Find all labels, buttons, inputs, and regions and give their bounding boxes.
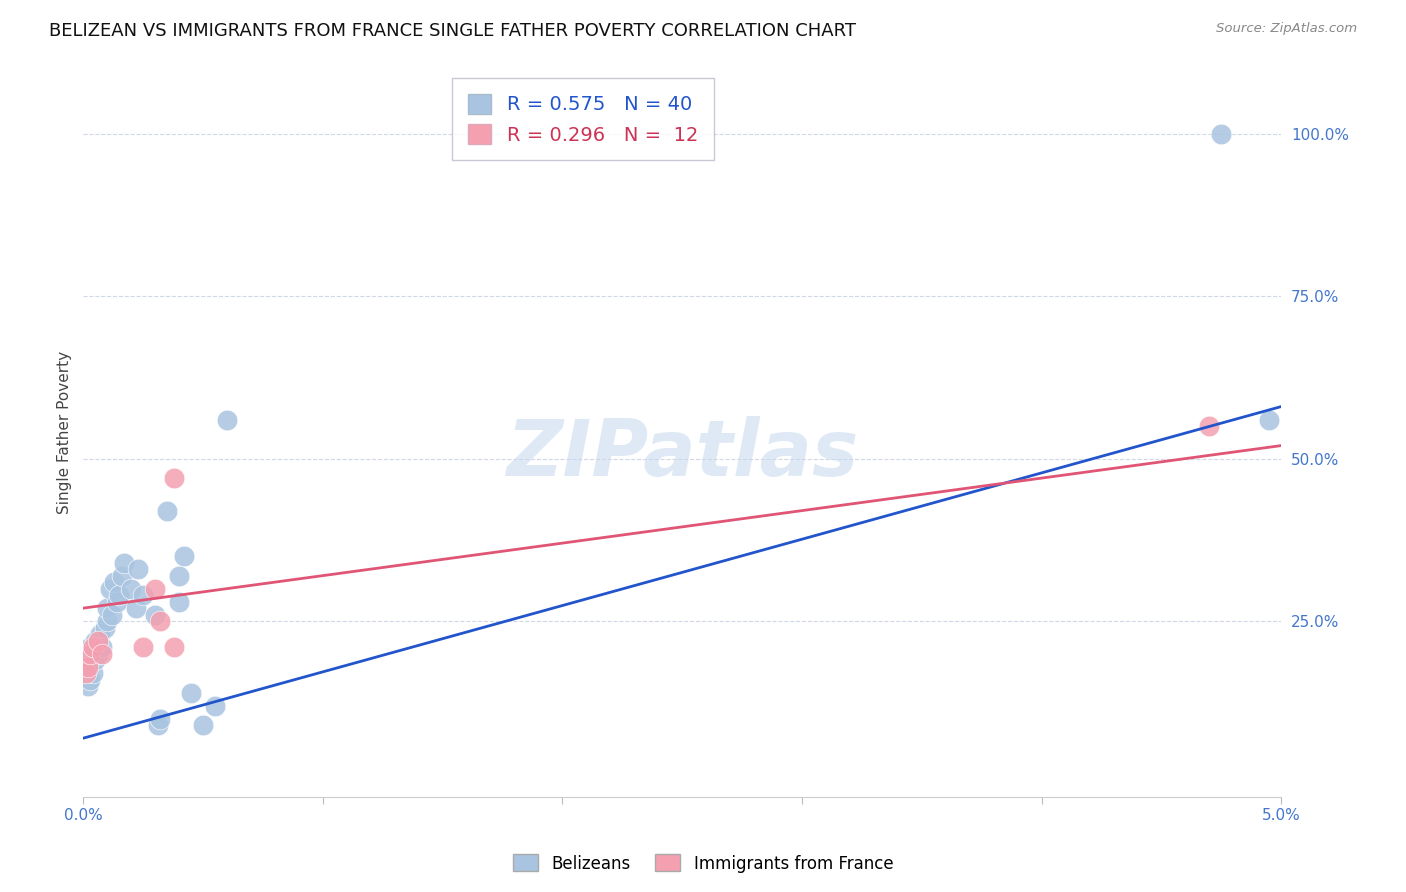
Point: [101, 607, 124, 622]
Text: ZIPatlas: ZIPatlas: [506, 417, 858, 492]
Text: Source: ZipAtlas.com: Source: ZipAtlas.com: [1216, 22, 1357, 36]
Point: [98, 582, 121, 596]
Point: [1198, 419, 1220, 434]
Legend: R = 0.575   N = 40, R = 0.296   N =  12: R = 0.575 N = 40, R = 0.296 N = 12: [453, 78, 714, 161]
Text: BELIZEAN VS IMMIGRANTS FROM FRANCE SINGLE FATHER POVERTY CORRELATION CHART: BELIZEAN VS IMMIGRANTS FROM FRANCE SINGL…: [49, 22, 856, 40]
Point: [125, 601, 148, 615]
Point: [91, 647, 114, 661]
Point: [77, 659, 100, 673]
Point: [167, 594, 190, 608]
Point: [204, 698, 226, 713]
Point: [149, 712, 172, 726]
Point: [79, 673, 101, 687]
Point: [167, 568, 190, 582]
Point: [127, 562, 149, 576]
Point: [89, 627, 111, 641]
Point: [163, 471, 186, 485]
Point: [75, 653, 97, 667]
Point: [1211, 127, 1233, 141]
Point: [86, 647, 108, 661]
Point: [94, 621, 117, 635]
Point: [75, 666, 97, 681]
Point: [105, 594, 128, 608]
Point: [143, 582, 166, 596]
Point: [173, 549, 195, 563]
Point: [103, 575, 125, 590]
Point: [79, 640, 101, 654]
Point: [77, 679, 100, 693]
Point: [84, 633, 107, 648]
Point: [156, 503, 179, 517]
Point: [77, 647, 100, 661]
Point: [84, 653, 107, 667]
Point: [111, 568, 134, 582]
Point: [180, 686, 202, 700]
Point: [1258, 412, 1281, 426]
Point: [96, 614, 118, 628]
Point: [77, 659, 100, 673]
Point: [82, 640, 104, 654]
Point: [132, 640, 155, 654]
Point: [143, 607, 166, 622]
Point: [96, 601, 118, 615]
Point: [112, 556, 135, 570]
Point: [75, 666, 97, 681]
Point: [149, 614, 172, 628]
Point: [163, 640, 186, 654]
Point: [82, 666, 104, 681]
Point: [120, 582, 142, 596]
Y-axis label: Single Father Poverty: Single Father Poverty: [58, 351, 72, 514]
Point: [191, 718, 214, 732]
Legend: Belizeans, Immigrants from France: Belizeans, Immigrants from France: [506, 847, 900, 880]
Point: [86, 633, 108, 648]
Point: [108, 588, 131, 602]
Point: [79, 647, 101, 661]
Point: [91, 640, 114, 654]
Point: [132, 588, 155, 602]
Point: [215, 412, 238, 426]
Point: [146, 718, 169, 732]
